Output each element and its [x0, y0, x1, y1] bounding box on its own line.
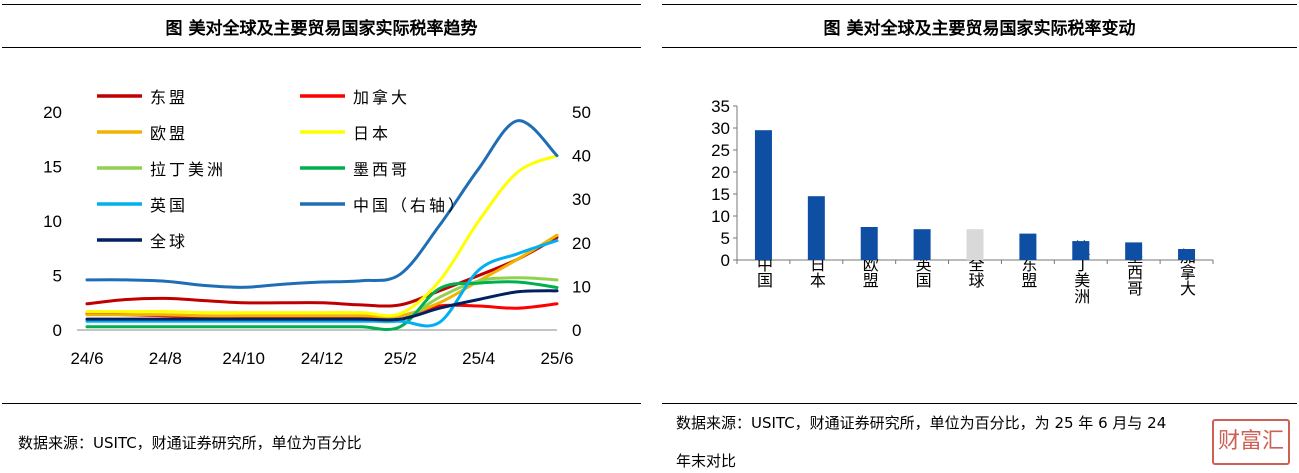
legend-label: 东盟: [150, 88, 188, 107]
right-y-tick-label: 20: [572, 234, 591, 253]
left-y-tick-label: 15: [43, 158, 62, 177]
legend-label: 全球: [150, 232, 188, 251]
series-line: [85, 289, 559, 322]
right-source-note-line2: 年末对比: [676, 452, 737, 470]
left-y-tick-label: 0: [53, 321, 62, 340]
legend-label: 拉丁美洲: [150, 160, 226, 179]
left-top-rule: [2, 4, 641, 5]
series-line: [85, 154, 559, 318]
series-line: [85, 239, 559, 328]
bar: [807, 196, 825, 260]
legend-label: 日本: [353, 124, 391, 143]
right-y-tick-label: 40: [572, 147, 591, 166]
y-tick-label: 15: [711, 185, 730, 204]
y-tick-label: 0: [721, 251, 730, 270]
y-tick-label: 10: [711, 207, 730, 226]
series-line: [85, 280, 559, 332]
x-tick-label: 24/12: [301, 349, 344, 368]
y-tick-label: 35: [711, 97, 730, 116]
category-label: 全球: [966, 256, 985, 288]
category-label: 英国: [913, 256, 932, 288]
left-source-note: 数据来源：USITC，财通证券研究所，单位为百分比: [18, 434, 362, 452]
y-tick-label: 30: [711, 119, 730, 138]
category-label: 日本: [807, 256, 826, 288]
x-tick-label: 25/6: [540, 349, 573, 368]
bar: [754, 130, 772, 260]
series-line: [85, 119, 559, 289]
bar: [1125, 242, 1143, 260]
bar: [913, 229, 931, 260]
right-bottom-rule: [662, 403, 1297, 404]
x-tick-label: 25/4: [462, 349, 495, 368]
legend-label: 墨西哥: [353, 160, 410, 179]
y-tick-label: 20: [711, 163, 730, 182]
bar: [860, 227, 878, 260]
left-y-tick-label: 20: [43, 103, 62, 122]
x-tick-label: 25/2: [384, 349, 417, 368]
legend-label: 加拿大: [353, 88, 410, 107]
line-chart-axes: 0 5 10 15 20 0 10 20 30 40 50 24/6 24/8 24/10 24/12 25/…: [43, 103, 591, 368]
legend-label: 英国: [150, 196, 188, 215]
right-source-note-line1: 数据来源：USITC，财通证券研究所，单位为百分比，为 25 年 6 月与 24: [676, 414, 1167, 432]
x-tick-label: 24/10: [222, 349, 265, 368]
left-chart-title: 图 美对全球及主要贸易国家实际税率趋势: [165, 19, 478, 39]
left-y-tick-label: 10: [43, 212, 62, 231]
bar-chart-bars: [754, 130, 1196, 260]
category-label: 欧盟: [860, 256, 879, 288]
bar: [1019, 233, 1037, 260]
y-tick-label: 5: [721, 229, 730, 248]
right-title-rule: [662, 47, 1297, 48]
left-bottom-rule: [2, 403, 641, 404]
y-tick-label: 25: [711, 141, 730, 160]
left-y-tick-label: 5: [53, 267, 62, 286]
bar: [1178, 249, 1196, 260]
legend-label: 欧盟: [150, 124, 188, 143]
right-y-tick-label: 50: [572, 103, 591, 122]
legend-label: 中国（右轴）: [353, 196, 467, 215]
bar: [966, 229, 984, 260]
series-line: [85, 235, 559, 308]
line-chart: 0 5 10 15 20 0 10 20 30 40 50 24/6 24/8 24/10 24/12 25/…: [43, 88, 591, 368]
right-y-tick-label: 30: [572, 190, 591, 209]
category-label: 加拿大: [1177, 248, 1196, 296]
right-chart-title: 图 美对全球及主要贸易国家实际税率变动: [823, 19, 1136, 39]
x-tick-label: 24/8: [149, 349, 182, 368]
bar: [1072, 241, 1090, 260]
right-y-tick-label: 10: [572, 277, 591, 296]
line-chart-series: [85, 119, 559, 332]
x-tick-label: 24/6: [70, 349, 103, 368]
category-label: 东盟: [1018, 256, 1037, 288]
right-top-rule: [662, 4, 1297, 5]
watermark-stamp: 财富汇: [1212, 419, 1290, 465]
left-title-rule: [2, 47, 641, 48]
category-label: 墨西哥: [1124, 248, 1143, 296]
category-label: 中国: [754, 256, 773, 288]
right-y-tick-label: 0: [572, 321, 581, 340]
